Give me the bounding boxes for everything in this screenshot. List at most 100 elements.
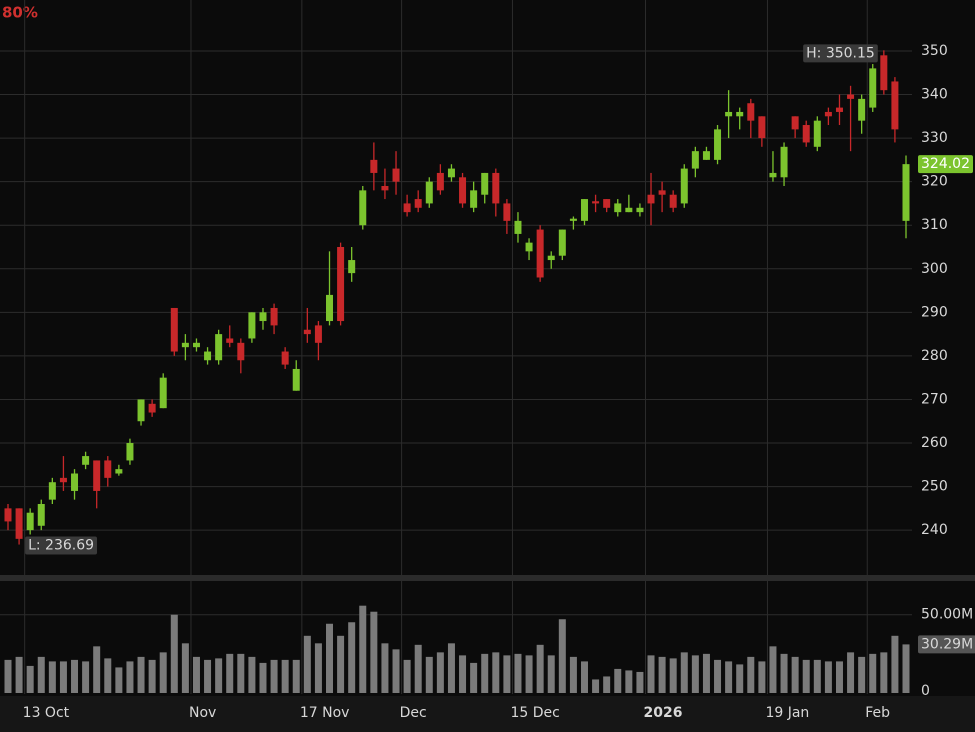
candle-body xyxy=(736,111,744,117)
candle-body xyxy=(348,260,356,274)
x-tick-label: Nov xyxy=(189,705,216,721)
candle-body xyxy=(148,403,156,413)
volume-bar xyxy=(558,619,566,693)
candle-body xyxy=(204,351,212,361)
x-tick-label: Dec xyxy=(400,705,427,721)
candle-body xyxy=(403,203,411,213)
volume-bar xyxy=(447,643,455,693)
volume-bar xyxy=(370,611,378,693)
candle-body xyxy=(82,456,90,465)
volume-bar xyxy=(392,649,400,693)
candle-body xyxy=(747,103,755,121)
last-volume-label-box xyxy=(918,635,975,654)
x-tick-label: 2026 xyxy=(644,705,683,721)
volume-bar xyxy=(747,656,755,693)
volume-bar xyxy=(769,646,777,693)
candle-body xyxy=(658,190,666,195)
volume-tick-label: 0 xyxy=(921,683,930,699)
candle-body xyxy=(592,201,600,204)
volume-bar xyxy=(824,661,832,693)
y-tick-label: 240 xyxy=(921,522,948,538)
candle-body xyxy=(769,172,777,178)
volume-bar xyxy=(891,635,899,693)
candle-body xyxy=(669,194,677,208)
volume-bar xyxy=(170,614,178,693)
candle-body xyxy=(614,203,622,213)
candle-body xyxy=(780,146,788,178)
volume-bar xyxy=(514,653,522,693)
candle-body xyxy=(714,129,722,160)
volume-bar xyxy=(470,662,478,693)
volume-bar xyxy=(337,635,345,693)
volume-bar xyxy=(547,655,555,693)
volume-bar xyxy=(48,661,56,693)
volume-bar xyxy=(4,659,12,693)
candle-body xyxy=(248,312,256,339)
volume-bar xyxy=(691,655,699,693)
candle-body xyxy=(525,242,533,252)
volume-bar xyxy=(847,652,855,693)
candle-body xyxy=(636,207,644,213)
volume-bar xyxy=(536,644,544,693)
x-tick-label: 19 Jan xyxy=(765,705,809,721)
candle-body xyxy=(680,168,688,204)
volume-bar xyxy=(303,635,311,693)
candle-body xyxy=(891,81,899,130)
volume-bar xyxy=(902,644,910,693)
volume-bar xyxy=(93,646,101,693)
volume-bar xyxy=(414,644,422,693)
candle-body xyxy=(270,307,278,326)
volume-bar xyxy=(237,653,245,693)
candle-body xyxy=(725,111,733,117)
candle-body xyxy=(580,199,588,221)
candle-body xyxy=(414,199,422,208)
corner-text: 80% xyxy=(2,4,38,22)
candle-body xyxy=(303,329,311,335)
candle-body xyxy=(647,194,655,204)
y-tick-label: 310 xyxy=(921,217,948,233)
candle-body xyxy=(37,503,45,526)
candle-body xyxy=(813,120,821,147)
volume-bar xyxy=(592,679,600,693)
x-tick-label: 17 Nov xyxy=(300,705,350,721)
volume-bar xyxy=(758,661,766,693)
volume-bar xyxy=(59,661,67,693)
high-label-box xyxy=(803,44,878,63)
volume-bar xyxy=(802,659,810,693)
candle-body xyxy=(215,334,223,361)
volume-bar xyxy=(381,643,389,693)
y-tick-label: 330 xyxy=(921,130,948,146)
volume-bar xyxy=(26,665,34,693)
candle-body xyxy=(281,351,289,365)
candle-body xyxy=(314,325,322,343)
last-price-label-box xyxy=(918,155,973,174)
candle-body xyxy=(436,172,444,191)
volume-bar xyxy=(791,656,799,693)
y-tick-label: 350 xyxy=(921,43,948,59)
volume-bar xyxy=(204,659,212,693)
y-tick-label: 290 xyxy=(921,304,948,320)
candle-body xyxy=(902,164,910,221)
candle-body xyxy=(702,151,710,160)
candle-body xyxy=(691,151,699,169)
volume-bar xyxy=(503,655,511,693)
high-label: H: 350.15 xyxy=(806,45,875,61)
volume-bar xyxy=(780,653,788,693)
volume-bar xyxy=(181,643,189,693)
last-volume-label: 30.29M xyxy=(921,636,973,652)
candle-body xyxy=(470,190,478,208)
volume-bar xyxy=(281,659,289,693)
volume-bar xyxy=(880,652,888,693)
candle-body xyxy=(869,68,877,108)
candle-body xyxy=(181,342,189,348)
candle-body xyxy=(15,508,23,539)
volume-bar xyxy=(137,656,145,693)
volume-bar xyxy=(858,656,866,693)
x-axis-strip xyxy=(0,696,975,732)
volume-bar xyxy=(425,656,433,693)
candle-body xyxy=(48,482,56,500)
x-tick-label: 15 Dec xyxy=(510,705,559,721)
low-label-box xyxy=(25,536,98,555)
y-tick-label: 320 xyxy=(921,174,948,190)
